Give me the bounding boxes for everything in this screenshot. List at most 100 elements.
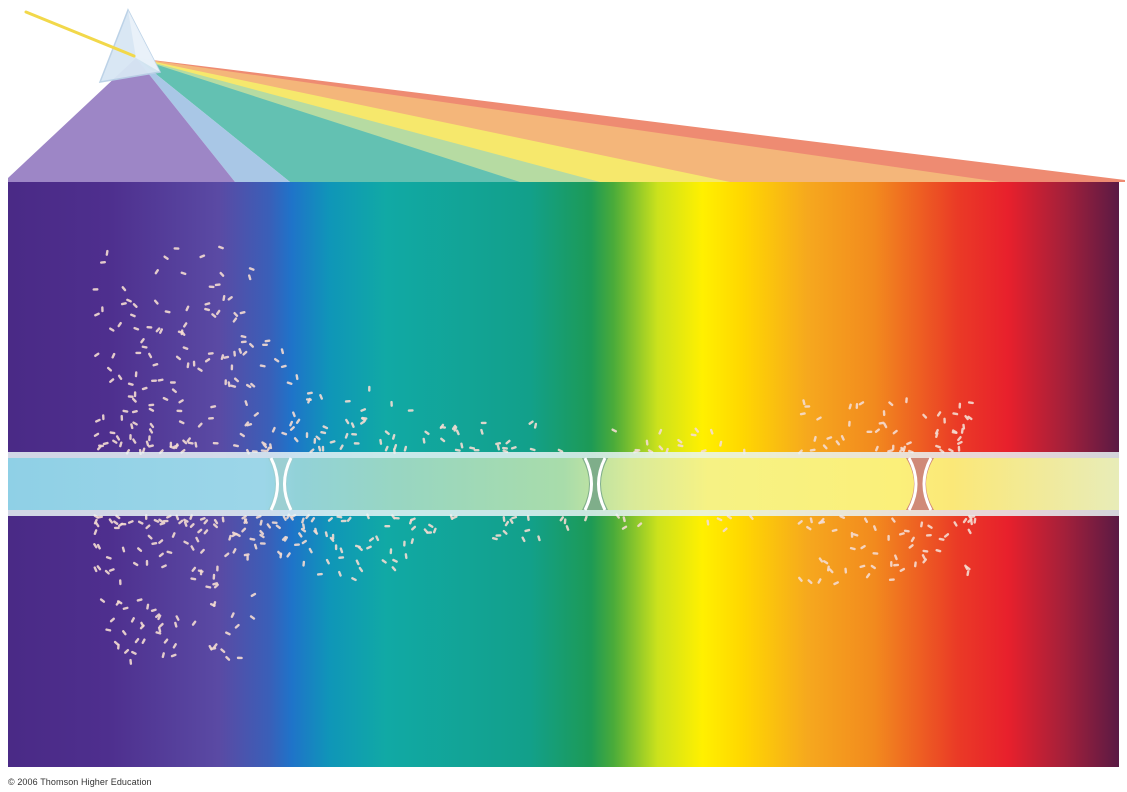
bacterium bbox=[199, 254, 206, 259]
bacterium bbox=[115, 435, 121, 441]
bacterium bbox=[134, 371, 138, 378]
bacterium bbox=[212, 643, 218, 649]
bacterium bbox=[502, 529, 508, 535]
bacterium bbox=[241, 527, 247, 533]
bacterium bbox=[818, 557, 824, 563]
bacterium bbox=[716, 517, 723, 522]
bacterium bbox=[453, 426, 458, 432]
bacterium bbox=[344, 432, 349, 439]
bacterium bbox=[159, 521, 166, 526]
bacterium bbox=[509, 518, 514, 524]
bacterium bbox=[927, 524, 933, 529]
bacterium bbox=[244, 421, 250, 427]
bacterium bbox=[158, 518, 164, 524]
bacterium bbox=[249, 537, 256, 541]
bacterium bbox=[182, 346, 189, 350]
prism-face bbox=[128, 10, 160, 72]
bacterium bbox=[120, 522, 127, 526]
bacterium bbox=[953, 521, 958, 527]
bacterium bbox=[161, 564, 167, 569]
bacterium bbox=[321, 445, 325, 452]
bacterium bbox=[246, 422, 253, 427]
bacterium bbox=[302, 560, 306, 567]
bacterium bbox=[403, 445, 408, 452]
bacterium bbox=[948, 448, 954, 453]
bacterium bbox=[874, 428, 881, 434]
bacterium bbox=[191, 620, 197, 626]
bacterium bbox=[528, 420, 534, 425]
prism bbox=[98, 8, 162, 83]
bacterium bbox=[163, 638, 169, 644]
bacterium bbox=[148, 435, 151, 442]
bacterium bbox=[366, 545, 372, 550]
bacterium bbox=[131, 409, 138, 414]
bacterium bbox=[169, 381, 176, 384]
bacterium bbox=[935, 444, 941, 449]
bacterium bbox=[148, 403, 155, 407]
bacterium bbox=[260, 449, 267, 453]
bacterium bbox=[219, 271, 225, 277]
bacterium bbox=[822, 560, 829, 565]
bacterium bbox=[145, 440, 150, 447]
bacterium bbox=[93, 432, 100, 437]
bacterium bbox=[115, 600, 121, 606]
bacterium bbox=[316, 572, 323, 576]
bacterium bbox=[460, 442, 464, 449]
beam-violet bbox=[8, 58, 235, 182]
bacterium bbox=[109, 378, 115, 383]
bacterium bbox=[259, 529, 265, 536]
bacterium bbox=[253, 412, 259, 417]
incident-light-ray bbox=[24, 10, 136, 58]
bacterium bbox=[410, 517, 416, 522]
bacterium bbox=[240, 334, 247, 339]
bacterium bbox=[839, 515, 846, 519]
bacterium bbox=[122, 606, 129, 610]
bacterium bbox=[658, 428, 663, 435]
bacterium bbox=[176, 409, 183, 413]
bacterium bbox=[186, 437, 191, 443]
bacterium bbox=[384, 525, 391, 528]
bacterium bbox=[967, 518, 973, 524]
bacterium bbox=[860, 544, 866, 550]
bacterium bbox=[391, 566, 397, 572]
bacterium bbox=[233, 444, 239, 448]
bacterium bbox=[351, 433, 358, 436]
bacterium bbox=[439, 423, 445, 430]
bacterium bbox=[269, 443, 273, 450]
bacterium bbox=[130, 617, 135, 623]
bacterium bbox=[182, 439, 188, 445]
bacterium bbox=[157, 378, 164, 382]
bacterium bbox=[859, 564, 866, 569]
bacterium bbox=[809, 517, 813, 524]
bacterium bbox=[253, 543, 258, 550]
bacterium bbox=[360, 420, 366, 425]
bacterium bbox=[677, 444, 684, 448]
bacterium bbox=[210, 405, 217, 409]
bacterium bbox=[130, 313, 136, 318]
bacterium bbox=[101, 306, 104, 313]
bacterium bbox=[943, 417, 946, 424]
bacterium bbox=[848, 403, 852, 410]
bacterium bbox=[900, 446, 905, 453]
filament-septum-3 bbox=[906, 457, 934, 511]
bacterium bbox=[230, 364, 234, 371]
bacterium bbox=[151, 541, 158, 546]
bacterium bbox=[102, 414, 105, 421]
bacterium bbox=[334, 544, 338, 551]
bacterium bbox=[108, 568, 115, 572]
bacterium bbox=[310, 517, 316, 523]
bacterium bbox=[190, 577, 197, 581]
bacterium bbox=[339, 444, 344, 450]
bacterium bbox=[368, 537, 375, 542]
bacterium bbox=[938, 537, 945, 541]
bacterium bbox=[246, 554, 249, 561]
bacterium bbox=[920, 521, 924, 528]
bacterium bbox=[410, 538, 414, 545]
bacterium bbox=[205, 585, 212, 589]
bacterium bbox=[204, 302, 211, 306]
bacterium bbox=[158, 552, 164, 558]
bacterium bbox=[922, 549, 929, 553]
bacterium bbox=[93, 518, 98, 525]
bacterium bbox=[227, 381, 231, 388]
